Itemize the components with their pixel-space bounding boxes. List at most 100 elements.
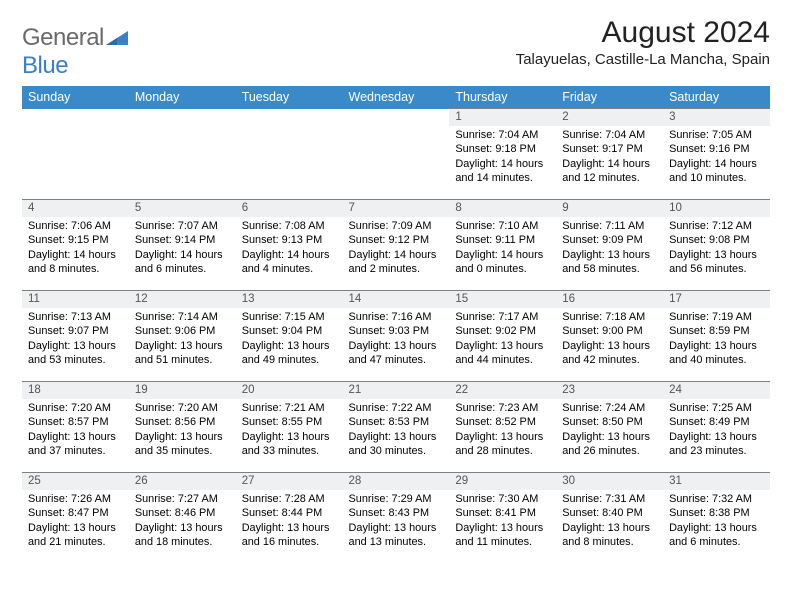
calendar-cell bbox=[129, 109, 236, 200]
logo-triangle-icon bbox=[106, 24, 128, 52]
sunset-text: Sunset: 9:17 PM bbox=[562, 142, 657, 156]
sunset-text: Sunset: 8:43 PM bbox=[349, 506, 444, 520]
daylight-text: Daylight: 13 hours and 53 minutes. bbox=[28, 339, 123, 368]
day-number: 23 bbox=[556, 382, 663, 399]
sunrise-text: Sunrise: 7:12 AM bbox=[669, 219, 764, 233]
daylight-text: Daylight: 13 hours and 23 minutes. bbox=[669, 430, 764, 459]
calendar-cell: 22Sunrise: 7:23 AMSunset: 8:52 PMDayligh… bbox=[449, 382, 556, 473]
day-number: 17 bbox=[663, 291, 770, 308]
sunrise-text: Sunrise: 7:31 AM bbox=[562, 492, 657, 506]
calendar-cell: 17Sunrise: 7:19 AMSunset: 8:59 PMDayligh… bbox=[663, 291, 770, 382]
daylight-text: Daylight: 13 hours and 35 minutes. bbox=[135, 430, 230, 459]
calendar-cell: 4Sunrise: 7:06 AMSunset: 9:15 PMDaylight… bbox=[22, 200, 129, 291]
day-content: Sunrise: 7:24 AMSunset: 8:50 PMDaylight:… bbox=[556, 399, 663, 463]
sunset-text: Sunset: 8:56 PM bbox=[135, 415, 230, 429]
daylight-text: Daylight: 13 hours and 21 minutes. bbox=[28, 521, 123, 550]
calendar-cell: 27Sunrise: 7:28 AMSunset: 8:44 PMDayligh… bbox=[236, 473, 343, 564]
sunset-text: Sunset: 8:38 PM bbox=[669, 506, 764, 520]
day-number: 9 bbox=[556, 200, 663, 217]
day-number: 1 bbox=[449, 109, 556, 126]
daylight-text: Daylight: 13 hours and 18 minutes. bbox=[135, 521, 230, 550]
day-number: 22 bbox=[449, 382, 556, 399]
sunrise-text: Sunrise: 7:21 AM bbox=[242, 401, 337, 415]
day-number: 29 bbox=[449, 473, 556, 490]
sunrise-text: Sunrise: 7:09 AM bbox=[349, 219, 444, 233]
month-title: August 2024 bbox=[516, 16, 770, 49]
day-content: Sunrise: 7:16 AMSunset: 9:03 PMDaylight:… bbox=[343, 308, 450, 372]
calendar-cell: 25Sunrise: 7:26 AMSunset: 8:47 PMDayligh… bbox=[22, 473, 129, 564]
day-number: 7 bbox=[343, 200, 450, 217]
sunset-text: Sunset: 8:57 PM bbox=[28, 415, 123, 429]
sunset-text: Sunset: 8:55 PM bbox=[242, 415, 337, 429]
day-content: Sunrise: 7:31 AMSunset: 8:40 PMDaylight:… bbox=[556, 490, 663, 554]
day-content: Sunrise: 7:13 AMSunset: 9:07 PMDaylight:… bbox=[22, 308, 129, 372]
day-number: 30 bbox=[556, 473, 663, 490]
weekday-header: Sunday bbox=[22, 86, 129, 109]
sunset-text: Sunset: 9:06 PM bbox=[135, 324, 230, 338]
sunrise-text: Sunrise: 7:11 AM bbox=[562, 219, 657, 233]
calendar-cell: 21Sunrise: 7:22 AMSunset: 8:53 PMDayligh… bbox=[343, 382, 450, 473]
sunrise-text: Sunrise: 7:18 AM bbox=[562, 310, 657, 324]
weekday-header: Monday bbox=[129, 86, 236, 109]
calendar-cell: 8Sunrise: 7:10 AMSunset: 9:11 PMDaylight… bbox=[449, 200, 556, 291]
day-number: 31 bbox=[663, 473, 770, 490]
logo: GeneralBlue bbox=[22, 24, 128, 80]
logo-text: GeneralBlue bbox=[22, 24, 128, 80]
day-content: Sunrise: 7:30 AMSunset: 8:41 PMDaylight:… bbox=[449, 490, 556, 554]
day-number: 19 bbox=[129, 382, 236, 399]
day-content: Sunrise: 7:10 AMSunset: 9:11 PMDaylight:… bbox=[449, 217, 556, 281]
sunrise-text: Sunrise: 7:06 AM bbox=[28, 219, 123, 233]
day-content: Sunrise: 7:15 AMSunset: 9:04 PMDaylight:… bbox=[236, 308, 343, 372]
daylight-text: Daylight: 13 hours and 56 minutes. bbox=[669, 248, 764, 277]
sunrise-text: Sunrise: 7:16 AM bbox=[349, 310, 444, 324]
calendar-cell: 14Sunrise: 7:16 AMSunset: 9:03 PMDayligh… bbox=[343, 291, 450, 382]
calendar-cell: 19Sunrise: 7:20 AMSunset: 8:56 PMDayligh… bbox=[129, 382, 236, 473]
weekday-header: Wednesday bbox=[343, 86, 450, 109]
daylight-text: Daylight: 14 hours and 2 minutes. bbox=[349, 248, 444, 277]
sunset-text: Sunset: 9:12 PM bbox=[349, 233, 444, 247]
day-number: 6 bbox=[236, 200, 343, 217]
day-content: Sunrise: 7:17 AMSunset: 9:02 PMDaylight:… bbox=[449, 308, 556, 372]
sunrise-text: Sunrise: 7:10 AM bbox=[455, 219, 550, 233]
day-number: 2 bbox=[556, 109, 663, 126]
day-content: Sunrise: 7:06 AMSunset: 9:15 PMDaylight:… bbox=[22, 217, 129, 281]
calendar-cell: 6Sunrise: 7:08 AMSunset: 9:13 PMDaylight… bbox=[236, 200, 343, 291]
weekday-header: Tuesday bbox=[236, 86, 343, 109]
day-content: Sunrise: 7:18 AMSunset: 9:00 PMDaylight:… bbox=[556, 308, 663, 372]
sunrise-text: Sunrise: 7:07 AM bbox=[135, 219, 230, 233]
calendar-week-row: 4Sunrise: 7:06 AMSunset: 9:15 PMDaylight… bbox=[22, 200, 770, 291]
sunset-text: Sunset: 9:03 PM bbox=[349, 324, 444, 338]
daylight-text: Daylight: 14 hours and 14 minutes. bbox=[455, 157, 550, 186]
day-number: 28 bbox=[343, 473, 450, 490]
calendar-cell bbox=[343, 109, 450, 200]
weekday-header: Friday bbox=[556, 86, 663, 109]
day-number: 27 bbox=[236, 473, 343, 490]
day-content: Sunrise: 7:28 AMSunset: 8:44 PMDaylight:… bbox=[236, 490, 343, 554]
day-content: Sunrise: 7:20 AMSunset: 8:57 PMDaylight:… bbox=[22, 399, 129, 463]
sunset-text: Sunset: 9:11 PM bbox=[455, 233, 550, 247]
daylight-text: Daylight: 13 hours and 13 minutes. bbox=[349, 521, 444, 550]
day-number: 26 bbox=[129, 473, 236, 490]
sunrise-text: Sunrise: 7:26 AM bbox=[28, 492, 123, 506]
calendar-cell: 20Sunrise: 7:21 AMSunset: 8:55 PMDayligh… bbox=[236, 382, 343, 473]
sunset-text: Sunset: 8:40 PM bbox=[562, 506, 657, 520]
day-content: Sunrise: 7:27 AMSunset: 8:46 PMDaylight:… bbox=[129, 490, 236, 554]
calendar-week-row: 18Sunrise: 7:20 AMSunset: 8:57 PMDayligh… bbox=[22, 382, 770, 473]
calendar-cell: 12Sunrise: 7:14 AMSunset: 9:06 PMDayligh… bbox=[129, 291, 236, 382]
weekday-header: Thursday bbox=[449, 86, 556, 109]
sunset-text: Sunset: 9:13 PM bbox=[242, 233, 337, 247]
daylight-text: Daylight: 13 hours and 30 minutes. bbox=[349, 430, 444, 459]
day-content: Sunrise: 7:08 AMSunset: 9:13 PMDaylight:… bbox=[236, 217, 343, 281]
day-number: 10 bbox=[663, 200, 770, 217]
sunset-text: Sunset: 8:44 PM bbox=[242, 506, 337, 520]
calendar-week-row: 1Sunrise: 7:04 AMSunset: 9:18 PMDaylight… bbox=[22, 109, 770, 200]
calendar-week-row: 25Sunrise: 7:26 AMSunset: 8:47 PMDayligh… bbox=[22, 473, 770, 564]
calendar-cell: 10Sunrise: 7:12 AMSunset: 9:08 PMDayligh… bbox=[663, 200, 770, 291]
sunset-text: Sunset: 9:02 PM bbox=[455, 324, 550, 338]
sunrise-text: Sunrise: 7:29 AM bbox=[349, 492, 444, 506]
sunset-text: Sunset: 9:07 PM bbox=[28, 324, 123, 338]
day-content: Sunrise: 7:07 AMSunset: 9:14 PMDaylight:… bbox=[129, 217, 236, 281]
day-number: 20 bbox=[236, 382, 343, 399]
location: Talayuelas, Castille-La Mancha, Spain bbox=[516, 51, 770, 68]
calendar-cell: 24Sunrise: 7:25 AMSunset: 8:49 PMDayligh… bbox=[663, 382, 770, 473]
